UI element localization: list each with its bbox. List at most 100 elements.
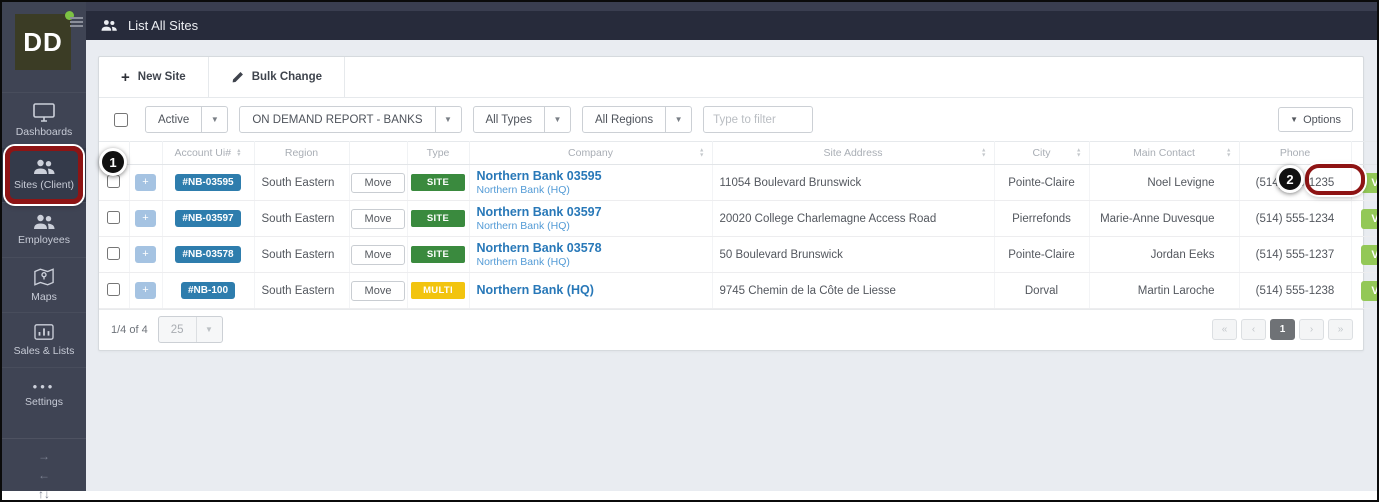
row-checkbox[interactable]	[107, 282, 121, 296]
company-hq-link[interactable]: Northern Bank (HQ)	[476, 255, 570, 268]
view-button[interactable]: View	[1360, 208, 1377, 229]
account-uid-badge[interactable]: #NB-100	[180, 282, 236, 299]
current-page-button[interactable]: 1	[1270, 319, 1295, 340]
expand-row-button[interactable]: +	[135, 210, 156, 227]
bulk-change-button[interactable]: Bulk Change	[209, 57, 345, 97]
table-row: + #NB-03578 South Eastern Move SITE Nort…	[99, 236, 1377, 273]
site-address-cell: 11054 Boulevard Brunswick	[712, 164, 995, 201]
view-button[interactable]: View	[1360, 172, 1377, 193]
sidebar-item-maps[interactable]: Maps	[2, 257, 86, 312]
monitor-icon	[33, 103, 55, 122]
people-icon	[101, 20, 117, 31]
phone-cell: (514) 555-1237	[1239, 236, 1352, 273]
region-cell: South Eastern	[254, 272, 350, 309]
move-button[interactable]: Move	[351, 172, 405, 193]
main-contact-cell: Martin Laroche	[1089, 272, 1240, 309]
expand-row-button[interactable]: +	[135, 246, 156, 263]
sort-icon[interactable]: ▲ ▼	[236, 147, 242, 159]
first-page-button[interactable]: «	[1212, 319, 1237, 340]
company-link[interactable]: Northern Bank 03597	[476, 204, 602, 219]
people-icon	[34, 214, 55, 229]
table-row: + #NB-100 South Eastern Move MULTI North…	[99, 272, 1377, 309]
arrow-right-icon[interactable]: →	[38, 449, 50, 463]
sidebar-item-label: Sales & Lists	[13, 345, 75, 357]
header-account-uid[interactable]: Account Ui# ▲ ▼	[162, 141, 255, 165]
sort-icon[interactable]: ▲ ▼	[699, 147, 705, 158]
phone-cell: (514) 555-1234	[1239, 200, 1352, 237]
menu-toggle-icon[interactable]	[70, 17, 83, 27]
window-top-strip	[86, 2, 1377, 11]
region-filter-value: All Regions	[583, 107, 667, 132]
pagination-controls: « ‹ 1 › »	[1212, 319, 1353, 340]
header-expand-col	[129, 141, 163, 165]
site-address-cell: 20020 College Charlemagne Access Road	[712, 200, 995, 237]
ellipsis-icon: •••	[32, 379, 56, 394]
sidebar-item-label: Sites (Client)	[13, 179, 75, 191]
sidebar-item-employees[interactable]: Employees	[2, 202, 86, 257]
account-uid-badge[interactable]: #NB-03578	[175, 246, 241, 263]
account-uid-badge[interactable]: #NB-03595	[175, 174, 241, 191]
arrow-left-icon[interactable]: ←	[38, 468, 50, 482]
sidebar-item-dashboards[interactable]: Dashboards	[2, 92, 86, 147]
company-link[interactable]: Northern Bank 03578	[476, 240, 602, 255]
region-filter-dropdown[interactable]: All Regions ▼	[581, 106, 693, 133]
report-filter-value: ON DEMAND REPORT - BANKS	[240, 107, 436, 132]
header-site-address[interactable]: Site Address ▲ ▼	[712, 141, 995, 165]
next-page-button[interactable]: ›	[1299, 319, 1324, 340]
filter-bar: Active ▼ ON DEMAND REPORT - BANKS ▼ All …	[99, 98, 1363, 141]
sort-icon[interactable]: ▲ ▼	[1076, 147, 1082, 158]
sites-table: Account Ui# ▲ ▼ Region Type Company ▲ ▼ Site…	[99, 141, 1377, 309]
pencil-icon	[232, 71, 243, 82]
sidebar-item-settings[interactable]: ••• Settings	[2, 367, 86, 422]
header-city[interactable]: City ▲ ▼	[994, 141, 1090, 165]
arrow-up-down-icon[interactable]: ↑↓	[38, 487, 50, 501]
company-hq-link[interactable]: Northern Bank (HQ)	[476, 219, 570, 232]
phone-cell: (514) 555-1235	[1239, 164, 1352, 201]
caret-down-icon: ▼	[674, 115, 683, 124]
row-checkbox[interactable]	[107, 174, 121, 188]
site-address-cell: 50 Boulevard Brunswick	[712, 236, 995, 273]
report-filter-dropdown[interactable]: ON DEMAND REPORT - BANKS ▼	[239, 106, 462, 133]
sort-icon[interactable]: ▲ ▼	[1226, 147, 1232, 158]
sidebar: DD Dashboards Sites (Client) Employees	[2, 2, 86, 500]
sites-list-panel: + New Site Bulk Change Active ▼	[98, 56, 1377, 351]
status-filter-value: Active	[146, 107, 203, 132]
options-button[interactable]: ▼ Options	[1278, 107, 1353, 132]
page-size-dropdown[interactable]: 25 ▼	[157, 316, 223, 343]
header-company[interactable]: Company ▲ ▼	[469, 141, 713, 165]
bar-chart-icon	[34, 324, 54, 340]
view-button[interactable]: View	[1360, 244, 1377, 265]
row-checkbox[interactable]	[107, 246, 121, 260]
header-main-contact[interactable]: Main Contact ▲ ▼	[1089, 141, 1240, 165]
sidebar-item-sales-lists[interactable]: Sales & Lists	[2, 312, 86, 367]
new-site-button[interactable]: + New Site	[99, 57, 209, 97]
sort-icon[interactable]: ▲ ▼	[981, 147, 987, 158]
move-button[interactable]: Move	[351, 280, 405, 301]
table-row: + #NB-03595 South Eastern Move SITE Nort…	[99, 164, 1377, 201]
sidebar-item-label: Settings	[25, 396, 63, 408]
status-filter-dropdown[interactable]: Active ▼	[145, 106, 229, 133]
move-button[interactable]: Move	[351, 208, 405, 229]
content-area: + New Site Bulk Change Active ▼	[86, 40, 1377, 491]
filter-text-input[interactable]	[703, 106, 814, 133]
type-badge: SITE	[411, 210, 465, 227]
company-hq-link[interactable]: Northern Bank (HQ)	[476, 183, 570, 196]
expand-row-button[interactable]: +	[135, 174, 156, 191]
row-checkbox[interactable]	[107, 210, 121, 224]
app-logo[interactable]: DD	[15, 11, 74, 70]
region-cell: South Eastern	[254, 236, 350, 273]
prev-page-button[interactable]: ‹	[1241, 319, 1266, 340]
sidebar-item-label: Employees	[18, 234, 70, 246]
account-uid-badge[interactable]: #NB-03597	[175, 210, 241, 227]
expand-row-button[interactable]: +	[135, 282, 156, 299]
sidebar-item-sites-client[interactable]: Sites (Client)	[2, 147, 86, 202]
view-button[interactable]: View	[1360, 280, 1377, 301]
last-page-button[interactable]: »	[1328, 319, 1353, 340]
type-filter-dropdown[interactable]: All Types ▼	[472, 106, 571, 133]
company-link[interactable]: Northern Bank (HQ)	[476, 283, 594, 297]
select-all-checkbox[interactable]	[114, 112, 128, 127]
move-button[interactable]: Move	[351, 244, 405, 265]
company-link[interactable]: Northern Bank 03595	[476, 168, 602, 183]
city-cell: Pointe-Claire	[994, 236, 1090, 273]
